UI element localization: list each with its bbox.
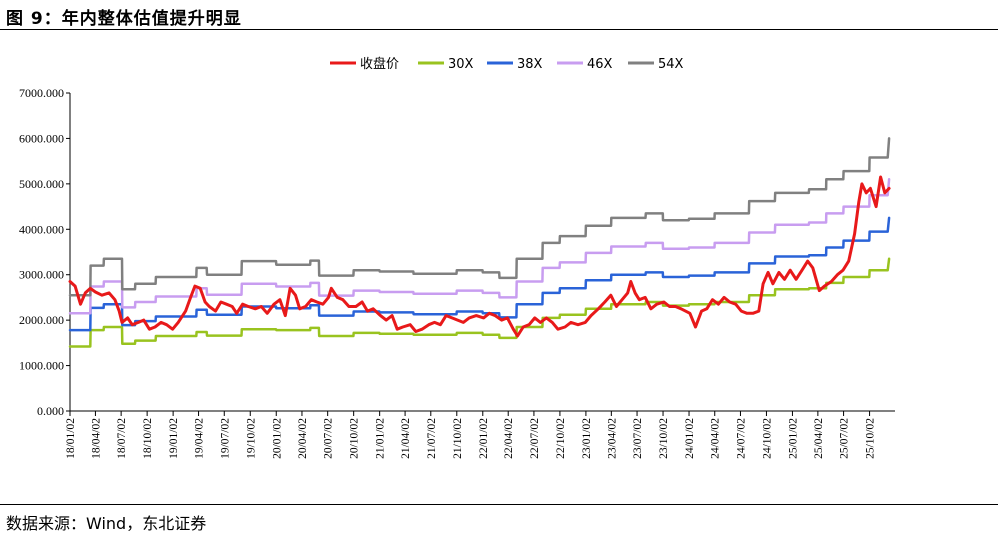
series-line-38X — [68, 216, 891, 332]
x-tick-label: 25/04/02 — [813, 418, 825, 459]
x-tick-label: 24/07/02 — [735, 418, 747, 459]
x-tick-label: 21/04/02 — [400, 418, 412, 459]
y-tick-label: 3000.000 — [19, 268, 64, 282]
x-tick-label: 25/01/02 — [787, 418, 799, 459]
y-tick-label: 2000.000 — [19, 313, 64, 327]
x-tick-label: 23/01/02 — [581, 418, 593, 459]
x-tick-label: 25/07/02 — [839, 418, 851, 459]
legend-label: 收盘价 — [360, 56, 399, 72]
legend-label: 46X — [587, 57, 613, 72]
legend-label: 30X — [448, 57, 474, 72]
x-tick-label: 19/01/02 — [168, 418, 180, 459]
x-tick-label: 24/04/02 — [710, 418, 722, 459]
y-tick-label: 4000.000 — [19, 222, 64, 236]
legend-label: 54X — [658, 57, 684, 72]
y-tick-label: 5000.000 — [19, 177, 64, 191]
x-tick-label: 18/07/02 — [116, 418, 128, 459]
figure-title: 图 9：年内整体估值提升明显 — [6, 9, 242, 29]
x-tick-label: 19/04/02 — [194, 418, 206, 459]
x-tick-label: 23/04/02 — [606, 418, 618, 459]
series-line-30X — [68, 257, 891, 348]
y-tick-label: 0.000 — [37, 404, 64, 418]
x-tick-label: 21/07/02 — [426, 418, 438, 459]
x-tick-label: 21/10/02 — [452, 418, 464, 459]
x-tick-label: 23/10/02 — [658, 418, 670, 459]
chart-series — [68, 137, 891, 348]
x-tick-label: 25/10/02 — [865, 418, 877, 459]
x-axis: 18/01/02 18/04/02 18/07/02 18/10/02 19/01/02… — [65, 410, 895, 459]
x-tick-label: 18/10/02 — [142, 418, 154, 459]
x-tick-label: 19/10/02 — [245, 418, 257, 459]
y-tick-label: 1000.000 — [19, 359, 64, 373]
series-line-54X — [68, 137, 891, 297]
y-axis: 0.000 1000.000 2000.000 3000.000 4000.000 500… — [19, 86, 71, 418]
x-tick-label: 22/01/02 — [478, 418, 490, 459]
x-tick-label: 20/04/02 — [297, 418, 309, 459]
chart-legend: 收盘价 30X 38X 46X 54X — [330, 56, 684, 72]
y-tick-label: 6000.000 — [19, 131, 64, 145]
legend-label: 38X — [517, 57, 543, 72]
x-tick-label: 18/04/02 — [90, 418, 102, 459]
source-divider — [0, 504, 998, 505]
x-tick-label: 22/07/02 — [529, 418, 541, 459]
x-tick-label: 22/10/02 — [555, 418, 567, 459]
x-tick-label: 24/10/02 — [761, 418, 773, 459]
x-tick-label: 18/01/02 — [65, 418, 77, 459]
x-tick-label: 20/07/02 — [323, 418, 335, 459]
x-tick-label: 20/01/02 — [271, 418, 283, 459]
x-tick-label: 20/10/02 — [349, 418, 361, 459]
y-tick-label: 7000.000 — [19, 86, 64, 100]
x-tick-label: 22/04/02 — [503, 418, 515, 459]
x-tick-label: 21/01/02 — [375, 418, 387, 459]
series-line-收盘价 — [68, 175, 891, 338]
figure-source: 数据来源：Wind，东北证券 — [6, 514, 207, 533]
series-line-46X — [68, 178, 891, 315]
x-tick-label: 19/07/02 — [219, 418, 231, 459]
title-divider — [0, 29, 998, 30]
x-tick-label: 24/01/02 — [684, 418, 696, 459]
x-tick-label: 23/07/02 — [632, 418, 644, 459]
